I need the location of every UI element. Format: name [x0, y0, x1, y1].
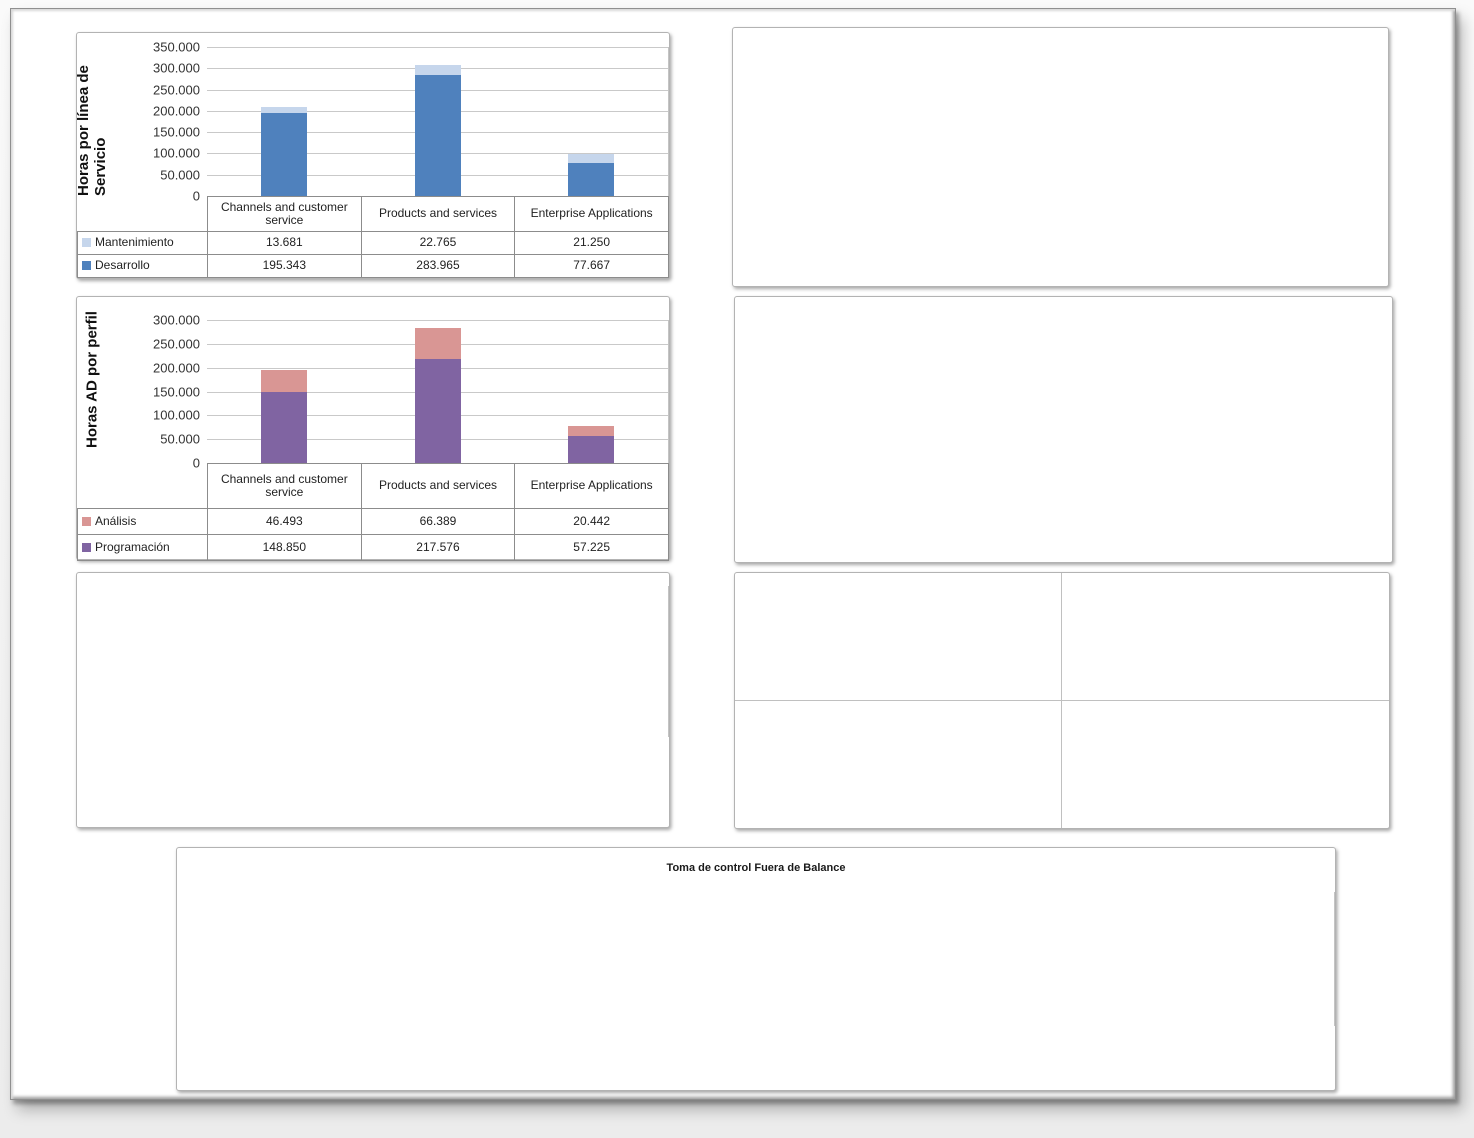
- plot-area: [207, 47, 669, 197]
- bar-segment-Programación: [568, 435, 615, 463]
- plot-area: [267, 892, 1335, 1026]
- category-slot: [207, 47, 361, 196]
- series-legend: Análisis: [77, 508, 208, 535]
- pie-grid: [735, 573, 1389, 828]
- bar-segment-Mantenimiento: [414, 65, 461, 76]
- category-label: Channels and customer service: [207, 463, 362, 509]
- bar-segment-Programación: [414, 359, 461, 463]
- y-tick-label: 250.000: [153, 336, 200, 352]
- value-cell: 77.667: [514, 254, 669, 278]
- value-cell: 148.850: [207, 534, 362, 561]
- legend-swatch: [82, 542, 91, 552]
- category-slot: [361, 320, 515, 463]
- value-cell: 21.250: [514, 231, 669, 255]
- y-tick-label: 50.000: [160, 431, 200, 447]
- chart-medias[interactable]: [734, 296, 1393, 563]
- y-tick-label: 300.000: [153, 312, 200, 328]
- y-tick-label: 100.000: [153, 407, 200, 423]
- value-cell: 195.343: [207, 254, 362, 278]
- y-tick-label: 150.000: [153, 384, 200, 399]
- y-tick-label: 100.000: [153, 145, 200, 161]
- legend-swatch: [82, 238, 91, 248]
- bar-segment-Programación: [260, 392, 307, 463]
- bar-segment-Análisis: [568, 426, 615, 436]
- chart-toma-control[interactable]: Toma de control Fuera de Balance: [176, 847, 1336, 1091]
- y-axis-title: Horas AD por perfil: [83, 311, 101, 449]
- chart-aplicaciones-sourcing[interactable]: [76, 572, 670, 828]
- bar-segment-Desarrollo: [414, 75, 461, 196]
- legend-swatch: [82, 516, 91, 526]
- value-cell: 13.681: [207, 231, 362, 255]
- plot-area: [207, 320, 669, 464]
- y-axis-title: [77, 573, 107, 737]
- category-label: Products and services: [360, 463, 516, 509]
- grid-line: [207, 463, 668, 464]
- table-corner: [78, 197, 208, 232]
- chart-apertura-cierre[interactable]: [732, 27, 1389, 287]
- y-tick-label: 0: [192, 188, 200, 204]
- value-cell: 46.493: [207, 508, 362, 535]
- legend-swatch: [82, 261, 91, 271]
- series-legend: Programación: [77, 534, 208, 561]
- pie-pdte-promocion: [1062, 701, 1389, 829]
- category-label: Enterprise Applications: [514, 196, 669, 232]
- pie-en-espera: [1062, 573, 1389, 701]
- chart-pies-estado[interactable]: [734, 572, 1390, 829]
- series-legend: Desarrollo: [77, 254, 208, 278]
- grid-line: [207, 196, 668, 197]
- value-cell: 57.225: [514, 534, 669, 561]
- category-label: Channels and customer service: [207, 196, 362, 232]
- bar-segment-Mantenimiento: [260, 107, 307, 113]
- y-axis-ticks: [107, 586, 207, 737]
- y-axis-ticks: 300.000 250.000 200.000 150.000 100.000 50.00…: [107, 313, 207, 471]
- y-tick-label: 0: [192, 455, 200, 471]
- bar-segment-Desarrollo: [568, 162, 615, 196]
- bar-segment-Desarrollo: [260, 112, 307, 196]
- y-axis-title: Horas por línea de Servicio: [75, 65, 109, 196]
- category-slot: [514, 47, 668, 196]
- category-slot: [207, 320, 361, 463]
- pie-pdte-reprueba: [735, 700, 1062, 828]
- y-tick-label: 300.000: [153, 60, 200, 76]
- bar-segment-Mantenimiento: [568, 153, 615, 163]
- value-cell: 22.765: [360, 231, 516, 255]
- data-table: Channels and customer service Products an…: [77, 463, 669, 561]
- grid-line: [207, 47, 668, 48]
- category-slot: [514, 320, 668, 463]
- data-table: Channels and customer service Products an…: [77, 196, 669, 278]
- table-corner: [78, 464, 208, 509]
- y-tick-label: 50.000: [160, 167, 200, 183]
- y-axis-ticks: [177, 892, 267, 1026]
- chart-horas-ad[interactable]: Horas AD por perfil 300.000 250.000 200.00…: [76, 296, 670, 561]
- grid-line: [207, 320, 668, 321]
- y-tick-label: 350.000: [153, 39, 200, 55]
- value-cell: 283.965: [360, 254, 516, 278]
- pie-pdte-resolucion: [735, 573, 1062, 701]
- value-cell: 66.389: [360, 508, 516, 535]
- category-label: Enterprise Applications: [514, 463, 669, 509]
- value-cell: 217.576: [360, 534, 516, 561]
- chart-title: Toma de control Fuera de Balance: [666, 862, 846, 874]
- series-legend: Mantenimiento: [77, 231, 208, 255]
- y-tick-label: 250.000: [153, 82, 200, 98]
- value-cell: 20.442: [514, 508, 669, 535]
- chart-horas-servicio[interactable]: Horas por línea de Servicio 350.000 300.0…: [75, 32, 670, 279]
- report-slide: Horas por línea de Servicio 350.000 300.0…: [10, 8, 1456, 1100]
- y-tick-label: 150.000: [153, 124, 200, 140]
- bar-segment-Análisis: [260, 369, 307, 393]
- y-axis-ticks: 350.000 300.000 250.000 200.000 150.000 100.0…: [107, 40, 207, 204]
- category-slot: [361, 47, 515, 196]
- category-label: Products and services: [360, 196, 516, 232]
- bar-segment-Análisis: [414, 327, 461, 360]
- y-tick-label: 200.000: [153, 103, 200, 119]
- plot-area: [207, 586, 669, 737]
- y-tick-label: 200.000: [153, 360, 200, 376]
